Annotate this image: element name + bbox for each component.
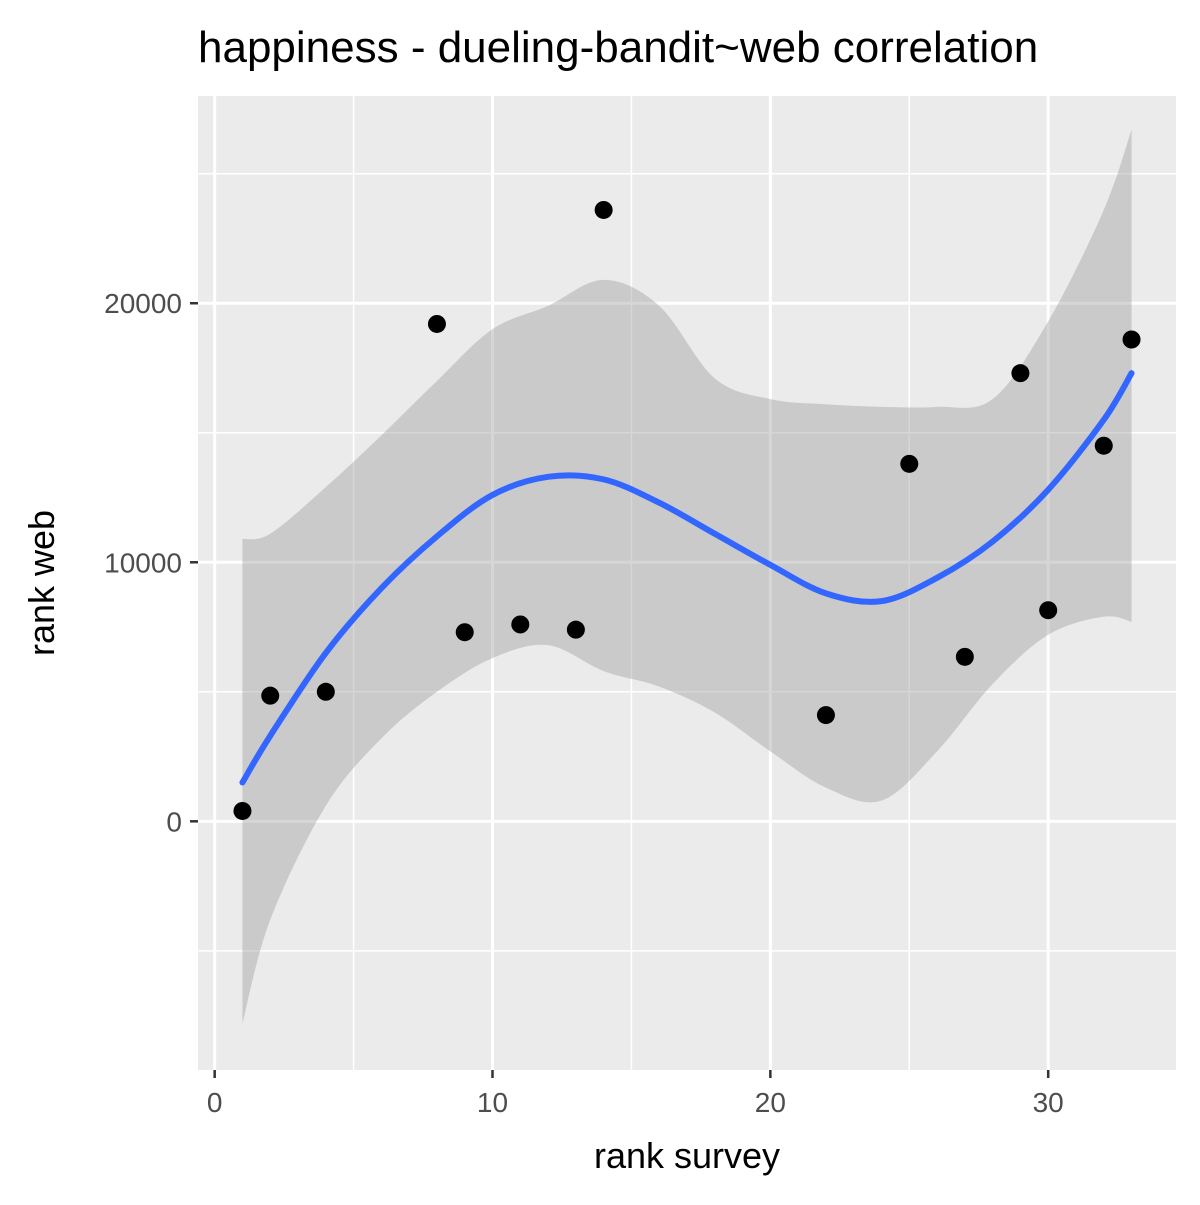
y-axis-title: rank web [21,510,62,656]
data-point [261,686,280,705]
data-point [1122,330,1141,349]
major-gridlines [198,96,1176,1070]
data-point [566,620,585,639]
data-point [1094,436,1113,455]
x-axis-title: rank survey [594,1135,780,1176]
data-point [316,682,335,701]
data-point [594,200,613,219]
x-tick-label: 0 [207,1087,223,1118]
data-point [427,314,446,333]
x-axis: 0 10 20 30 [207,1070,1064,1118]
chart-title: happiness - dueling-bandit~web correlati… [198,23,1038,72]
x-tick-label: 30 [1033,1087,1064,1118]
y-axis: 0 10000 20000 [104,288,198,837]
confidence-band [242,129,1132,1024]
y-tick-label: 20000 [104,288,182,319]
data-point [1039,601,1058,620]
y-tick-label: 0 [166,806,182,837]
data-point [1011,364,1030,383]
data-point [900,454,919,473]
x-tick-label: 20 [755,1087,786,1118]
data-points [233,200,1141,820]
plot-panel [198,96,1176,1070]
y-tick-label: 10000 [104,547,182,578]
minor-gridlines [198,96,1176,1070]
data-point [233,801,252,820]
data-point [816,706,835,725]
data-point [955,647,974,666]
data-point [511,615,530,634]
data-point [455,623,474,642]
smooth-trend-line [239,370,1135,786]
x-tick-label: 10 [477,1087,508,1118]
